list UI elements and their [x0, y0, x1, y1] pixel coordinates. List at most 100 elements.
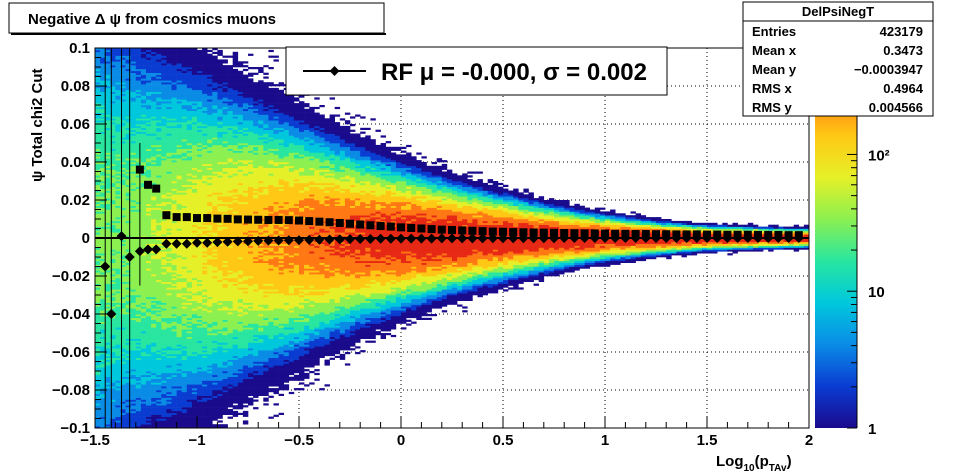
heatmap-cell: [197, 258, 203, 262]
heatmap-cell: [156, 241, 162, 244]
heatmap-cell: [171, 352, 177, 355]
heatmap-cell: [202, 367, 208, 370]
heatmap-cell: [135, 277, 142, 281]
heatmap-cell: [140, 401, 147, 404]
heatmap-cell: [181, 106, 188, 110]
heatmap-cell: [156, 414, 162, 417]
heatmap-cell: [171, 61, 177, 64]
heatmap-cell: [115, 68, 121, 72]
heatmap-cell: [151, 118, 157, 121]
heatmap-cell: [125, 353, 131, 357]
heatmap-cell: [125, 346, 131, 349]
heatmap-cell: [135, 334, 142, 338]
heatmap-cell: [191, 283, 198, 286]
heatmap-cell: [191, 353, 198, 357]
heatmap-cell: [181, 255, 188, 258]
heatmap-cell: [140, 285, 147, 288]
heatmap-cell: [156, 207, 162, 210]
heatmap-cell: [202, 352, 208, 355]
heatmap-cell: [202, 247, 208, 250]
heatmap-cell: [197, 376, 203, 379]
heatmap-cell: [105, 177, 111, 180]
heatmap-cell: [105, 143, 111, 146]
heatmap-cell: [186, 173, 193, 176]
heatmap-cell: [186, 296, 193, 300]
heatmap-cell: [115, 112, 121, 115]
heatmap-cell: [140, 101, 147, 104]
heatmap-cell: [161, 219, 167, 222]
heatmap-cell: [146, 348, 152, 351]
heatmap-cell: [171, 391, 177, 395]
heatmap-cell: [156, 369, 162, 372]
heatmap-cell: [151, 300, 157, 303]
heatmap-cell: [110, 308, 116, 311]
heatmap-cell: [120, 306, 126, 309]
heatmap-cell: [125, 426, 131, 428]
heatmap-cell: [115, 171, 121, 174]
heatmap-cell: [217, 234, 223, 237]
heatmap-cell: [146, 321, 152, 324]
heatmap-cell: [115, 293, 121, 296]
heatmap-cell: [191, 369, 198, 372]
heatmap-cell: [125, 213, 131, 216]
heatmap-cell: [125, 182, 131, 186]
heatmap-cell: [146, 384, 152, 387]
heatmap-cell: [115, 70, 121, 73]
heatmap-cell: [151, 175, 157, 178]
heatmap-cell: [110, 95, 116, 98]
heatmap-cell: [140, 213, 147, 216]
heatmap-cell: [120, 179, 126, 182]
heatmap-cell: [125, 283, 131, 286]
heatmap-cell: [125, 112, 131, 115]
heatmap-cell: [130, 371, 137, 374]
heatmap-cell: [120, 222, 126, 225]
heatmap-cell: [202, 380, 208, 383]
heatmap-cell: [130, 405, 137, 408]
heatmap-cell: [110, 249, 116, 252]
heatmap-cell: [140, 70, 147, 73]
heatmap-cell: [125, 192, 131, 195]
heatmap-cell: [186, 333, 193, 336]
heatmap-cell: [146, 192, 152, 195]
heatmap-cell: [186, 304, 193, 307]
heatmap-cell: [186, 55, 193, 58]
heatmap-cell: [100, 131, 106, 134]
heatmap-cell: [186, 72, 193, 75]
heatmap-cell: [197, 61, 203, 64]
heatmap-cell: [120, 296, 126, 300]
heatmap-cell: [186, 334, 193, 338]
heatmap-cell: [171, 325, 177, 328]
heatmap-cell: [100, 112, 106, 115]
heatmap-cell: [207, 274, 213, 277]
heatmap-cell: [181, 53, 188, 56]
heatmap-cell: [202, 399, 208, 402]
heatmap-cell: [120, 239, 126, 243]
heatmap-cell: [135, 146, 142, 149]
heatmap-cell: [166, 97, 172, 100]
heatmap-cell: [212, 304, 218, 307]
heatmap-cell: [95, 306, 101, 309]
heatmap-cell: [161, 137, 167, 140]
heatmap-cell: [100, 194, 106, 197]
heatmap-cell: [110, 361, 116, 364]
heatmap-cell: [140, 148, 147, 151]
heatmap-cell: [156, 291, 162, 294]
heatmap-cell: [146, 306, 152, 309]
heatmap-cell: [202, 182, 208, 186]
heatmap-cell: [156, 342, 162, 345]
heatmap-cell: [212, 232, 218, 235]
heatmap-cell: [100, 169, 106, 172]
heatmap-cell: [125, 226, 131, 229]
heatmap-cell: [100, 374, 106, 377]
heatmap-cell: [171, 319, 177, 322]
heatmap-cell: [95, 106, 101, 110]
heatmap-cell: [140, 217, 147, 220]
heatmap-cell: [151, 65, 157, 68]
heatmap-cell: [217, 371, 223, 374]
heatmap-cell: [146, 222, 152, 225]
heatmap-cell: [207, 171, 213, 174]
heatmap-cell: [181, 131, 188, 134]
heatmap-cell: [135, 367, 142, 370]
heatmap-cell: [130, 91, 137, 94]
heatmap-cell: [197, 68, 203, 72]
